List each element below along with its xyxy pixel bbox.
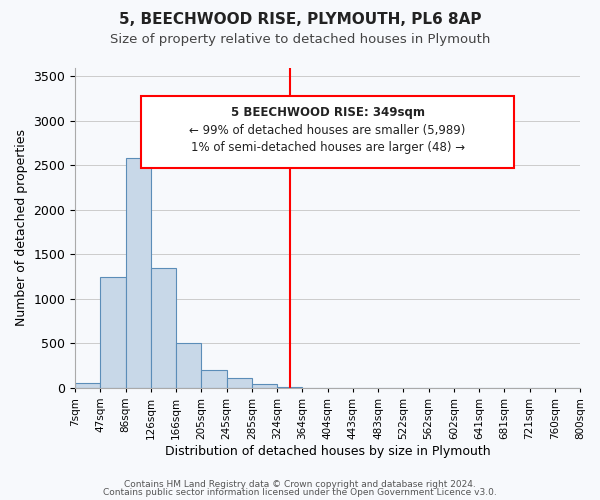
Bar <box>125 158 151 388</box>
Bar <box>227 378 252 388</box>
Bar <box>202 370 227 388</box>
Text: Contains public sector information licensed under the Open Government Licence v3: Contains public sector information licen… <box>103 488 497 497</box>
Bar <box>252 384 277 388</box>
X-axis label: Distribution of detached houses by size in Plymouth: Distribution of detached houses by size … <box>165 444 490 458</box>
Text: 5 BEECHWOOD RISE: 349sqm: 5 BEECHWOOD RISE: 349sqm <box>230 106 425 119</box>
Text: Contains HM Land Registry data © Crown copyright and database right 2024.: Contains HM Land Registry data © Crown c… <box>124 480 476 489</box>
Bar <box>176 344 202 388</box>
Bar <box>100 278 125 388</box>
Bar <box>75 384 100 388</box>
Text: ← 99% of detached houses are smaller (5,989): ← 99% of detached houses are smaller (5,… <box>190 124 466 136</box>
FancyBboxPatch shape <box>141 96 514 168</box>
Text: Size of property relative to detached houses in Plymouth: Size of property relative to detached ho… <box>110 32 490 46</box>
Text: 1% of semi-detached houses are larger (48) →: 1% of semi-detached houses are larger (4… <box>191 141 464 154</box>
Y-axis label: Number of detached properties: Number of detached properties <box>15 129 28 326</box>
Text: 5, BEECHWOOD RISE, PLYMOUTH, PL6 8AP: 5, BEECHWOOD RISE, PLYMOUTH, PL6 8AP <box>119 12 481 28</box>
Bar <box>151 268 176 388</box>
